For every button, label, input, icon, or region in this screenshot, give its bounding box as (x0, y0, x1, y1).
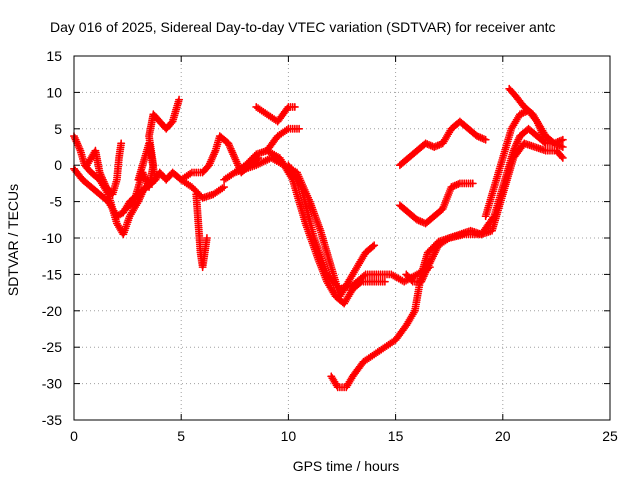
y-tick-label: 10 (46, 84, 62, 100)
x-tick-label: 20 (495, 428, 511, 444)
y-axis-title: SDTVAR / TECUs (5, 184, 21, 296)
data-point-series-4 (220, 183, 229, 192)
y-tick-label: -25 (42, 339, 62, 355)
axes: 0 5 10 15 20 25 15 10 5 0 -5 -10 -15 -20 -25 -30 -35 (42, 48, 618, 444)
data-point-series-15 (558, 135, 567, 144)
x-tick-label: 10 (281, 428, 297, 444)
y-tick-label: -35 (42, 412, 62, 428)
data-point-series-14 (481, 135, 490, 144)
x-tick-label: 15 (388, 428, 404, 444)
data-point-series-7 (295, 124, 304, 133)
y-tick-label: 0 (54, 157, 62, 173)
y-tick-label: -10 (42, 230, 62, 246)
y-tick-label: -5 (50, 194, 63, 210)
data-point-series-8 (290, 102, 299, 111)
y-tick-label: -15 (42, 266, 62, 282)
y-tick-label: -30 (42, 376, 62, 392)
data-point-series-2 (117, 139, 126, 148)
x-axis-title: GPS time / hours (293, 458, 400, 474)
data-point-series-17 (558, 143, 567, 151)
data-point-series-10 (380, 277, 389, 286)
data-point-series-5 (202, 234, 211, 242)
x-tick-label: 0 (70, 428, 78, 444)
data-layer (70, 84, 567, 392)
data-point-series-12 (558, 153, 567, 162)
y-tick-label: -20 (42, 303, 62, 319)
data-point-series-13 (468, 179, 477, 188)
data-point-series-3 (175, 95, 184, 104)
x-tick-label: 25 (602, 428, 618, 444)
data-point-series-9 (370, 241, 379, 250)
y-tick-label: 15 (46, 48, 62, 64)
y-tick-label: 5 (54, 121, 62, 137)
x-tick-label: 5 (177, 428, 185, 444)
chart-title: Day 016 of 2025, Sidereal Day-to-day VTE… (50, 19, 556, 35)
